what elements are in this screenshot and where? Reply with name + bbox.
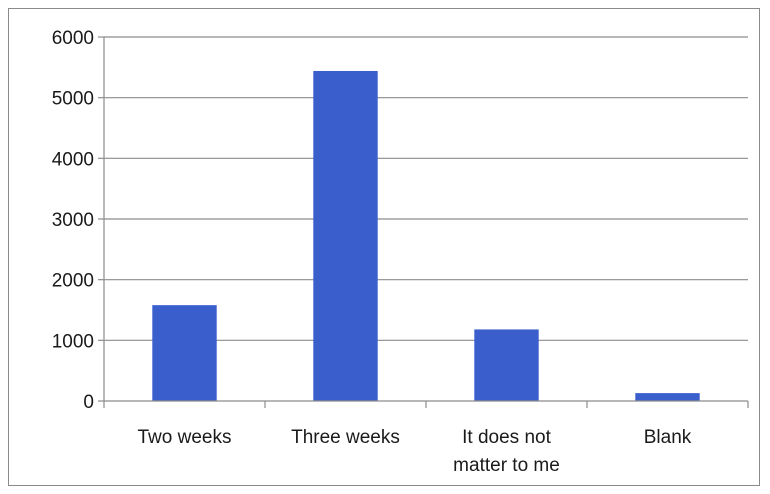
y-tick-label: 3000 [52,210,94,231]
y-tick-label: 6000 [52,28,94,49]
x-category-label: Two weeks [138,427,232,448]
x-axis [103,37,749,408]
x-category-label: Blank [644,427,692,448]
chart-frame [8,8,760,486]
y-tick-label: 1000 [52,331,94,352]
x-category-label: Three weeks [291,427,400,448]
bar [635,393,700,401]
y-axis-tick-labels: 0 1000 2000 3000 4000 5000 6000 [52,28,94,413]
y-tick-label: 4000 [52,149,94,170]
y-tick-label: 5000 [52,89,94,110]
bar [313,70,378,402]
bars [152,70,700,402]
x-axis-category-labels: Two weeks Three weeks It does not matter to… [138,427,692,476]
y-tick-label: 0 [83,392,94,413]
y-tick-label: 2000 [52,271,94,292]
x-category-label: It does not matter to me [453,427,560,476]
bar [152,305,217,401]
bar [474,329,539,401]
